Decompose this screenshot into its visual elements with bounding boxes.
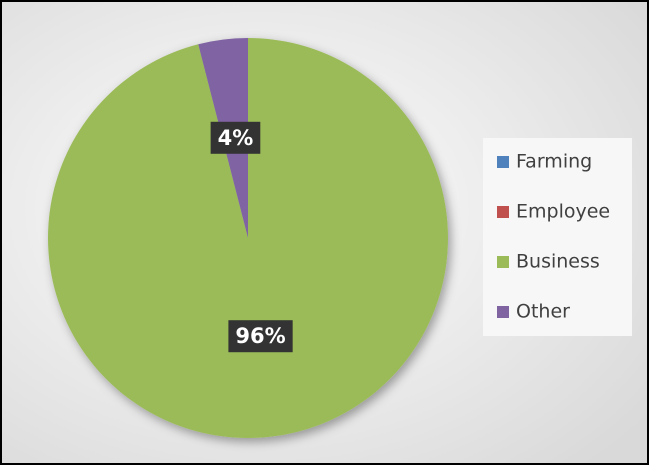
legend-box [483, 138, 632, 336]
pie-slice [47, 38, 448, 438]
data-label-box [228, 320, 293, 353]
legend-label: Other [516, 301, 570, 323]
legend-swatch [497, 306, 509, 318]
data-label: 4% [218, 126, 254, 150]
legend-swatch [497, 156, 509, 168]
legend-swatch [497, 206, 509, 218]
pie [47, 38, 448, 438]
data-label-box [210, 121, 261, 154]
legend-label: Employee [516, 201, 610, 223]
legend-swatch [497, 256, 509, 268]
legend-label: Business [516, 251, 600, 273]
legend-label: Farming [516, 151, 592, 173]
data-label: 96% [235, 324, 285, 348]
